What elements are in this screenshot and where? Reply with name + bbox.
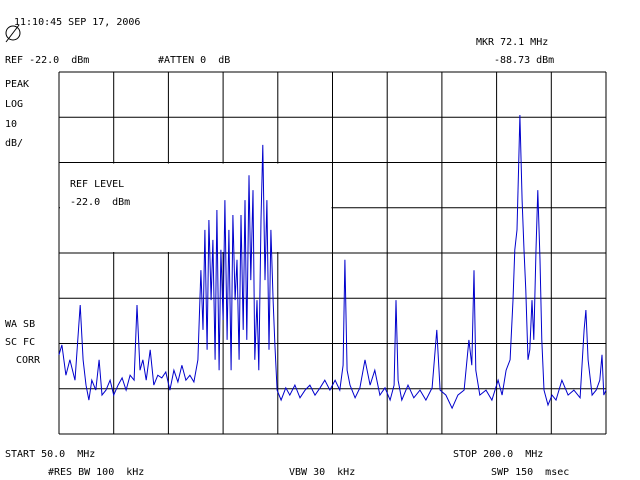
plot-area: REF LEVEL -22.0 dBm <box>58 71 607 435</box>
ref-readout: REF -22.0 dBm <box>5 55 89 66</box>
mode-label: LOG <box>5 99 23 110</box>
side-label: CORR <box>16 355 41 366</box>
mode-label: PEAK <box>5 79 29 90</box>
timestamp: 11:10:45 SEP 17, 2006 <box>14 17 140 28</box>
ref-level-box <box>60 163 332 252</box>
hp-logo <box>5 24 21 43</box>
trace <box>58 114 607 410</box>
rbw: #RES BW 100 kHz <box>48 467 144 478</box>
start-freq: START 50.0 MHz <box>5 449 95 460</box>
ref-level-label: REF LEVEL <box>70 179 124 190</box>
marker-freq: MKR 72.1 MHz <box>476 37 548 48</box>
ref-level-value: -22.0 dBm <box>70 197 130 208</box>
sweep: SWP 150 msec <box>491 467 569 478</box>
mode-label: 10 <box>5 119 17 130</box>
side-label: SC FC <box>5 337 35 348</box>
stop-freq: STOP 200.0 MHz <box>453 449 543 460</box>
marker-level: -88.73 dBm <box>494 55 554 66</box>
vbw: VBW 30 kHz <box>289 467 355 478</box>
mode-label: dB/ <box>5 138 23 149</box>
side-label: WA SB <box>5 319 35 330</box>
atten-readout: #ATTEN 0 dB <box>158 55 230 66</box>
